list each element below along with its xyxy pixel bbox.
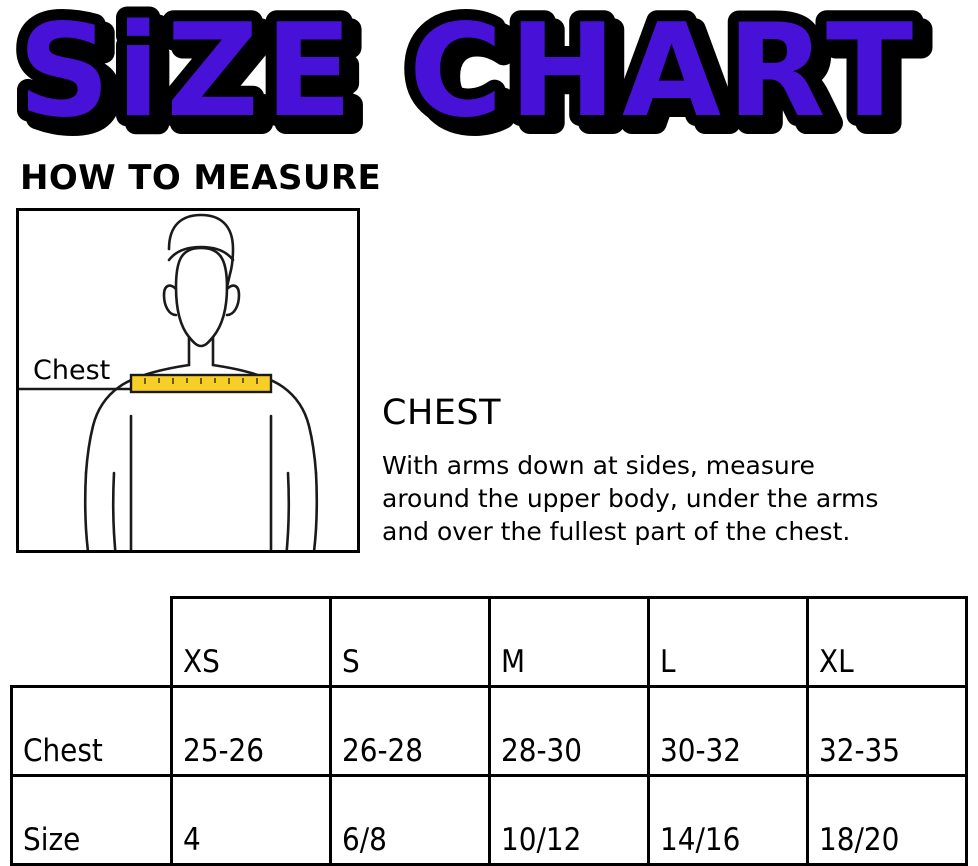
title-shadow-layer: SiZE CHART (27, 5, 928, 152)
chest-description-line: With arms down at sides, measure (382, 451, 815, 480)
chest-description-line: around the upper body, under the arms (382, 484, 879, 513)
table-header-row: XS S M L XL (12, 596, 968, 688)
title-outline-layer: SiZE CHART (18, 0, 919, 146)
male-torso-figure-icon (19, 213, 319, 550)
table-row: Size 4 6/8 10/12 14/16 18/20 (10, 774, 968, 866)
cell-chest-m: 28-30 (488, 685, 650, 777)
table-header-xs: XS (170, 596, 332, 688)
chest-description: With arms down at sides, measure around … (382, 449, 972, 548)
size-chart-title-graphic: SiZE CHART SiZE CHART SiZE CHART (7, 0, 933, 152)
cell-size-xs: 4 (170, 774, 332, 866)
cell-size-m: 10/12 (488, 774, 650, 866)
cell-size-s: 6/8 (329, 774, 491, 866)
cell-size-l: 14/16 (647, 774, 809, 866)
cell-chest-xs: 25-26 (170, 685, 332, 777)
measuring-tape-icon (129, 373, 273, 394)
chest-heading: CHEST (382, 393, 501, 433)
table-corner-blank (12, 598, 172, 687)
chest-info-block: CHEST With arms down at sides, measure a… (382, 393, 972, 548)
table-header-xl: XL (806, 596, 968, 688)
cell-chest-l: 30-32 (647, 685, 809, 777)
chest-callout-label: Chest (33, 355, 111, 386)
title-fill-layer: SiZE CHART (18, 0, 919, 146)
table-header-l: L (647, 596, 809, 688)
table-header-m: M (488, 596, 650, 688)
size-table-container: XS S M L XL Chest 25-26 26-28 28-30 30-3… (10, 596, 968, 866)
table-row: Chest 25-26 26-28 28-30 30-32 32-35 (10, 685, 968, 777)
table-header-s: S (329, 596, 491, 688)
page-title-banner: SiZE CHART SiZE CHART SiZE CHART (0, 0, 978, 152)
cell-chest-xl: 32-35 (806, 685, 968, 777)
row-label-chest: Chest (10, 685, 173, 777)
cell-size-xl: 18/20 (806, 774, 968, 866)
chest-description-line: and over the fullest part of the chest. (382, 517, 851, 546)
size-table: XS S M L XL Chest 25-26 26-28 28-30 30-3… (10, 596, 968, 866)
how-to-measure-heading: HOW TO MEASURE (20, 158, 382, 198)
cell-chest-s: 26-28 (329, 685, 491, 777)
row-label-size: Size (10, 774, 173, 866)
measurement-illustration-box (16, 208, 360, 553)
